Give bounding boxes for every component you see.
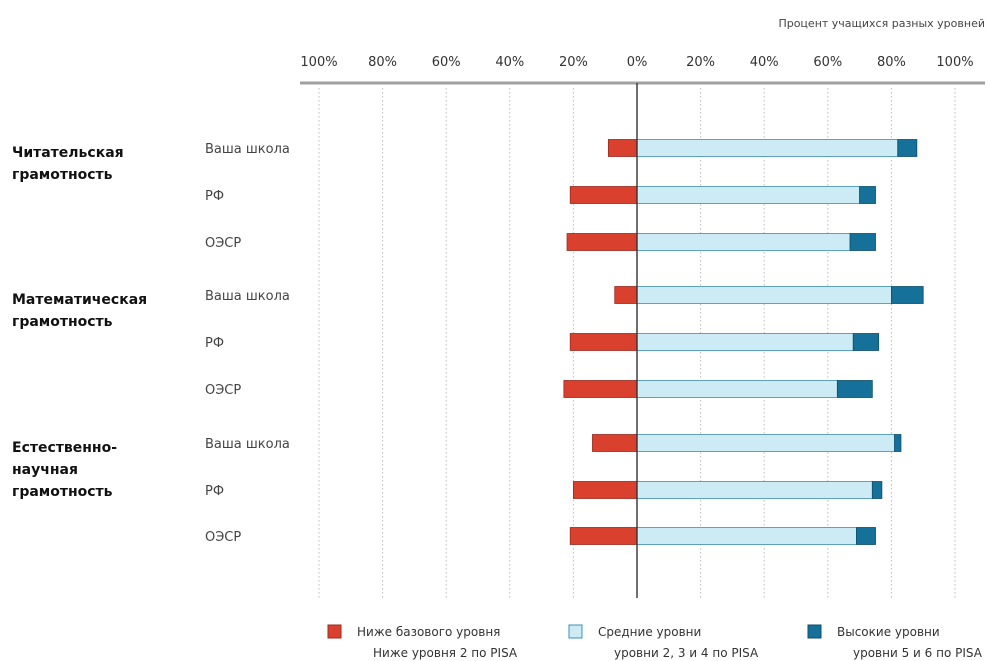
x-tick-label: 0% xyxy=(627,55,648,70)
bar-below xyxy=(607,139,638,157)
row-label: ОЭСР xyxy=(205,530,241,545)
bar-layer xyxy=(563,139,924,545)
bar-high xyxy=(836,380,873,398)
bar-below xyxy=(566,233,638,251)
bar-high xyxy=(871,481,883,499)
x-tick-label: 80% xyxy=(368,55,397,70)
legend-sublabel: Ниже уровня 2 по PISA xyxy=(373,646,518,660)
legend-sublabel: уровни 5 и 6 по PISA xyxy=(853,646,983,660)
bar-below xyxy=(569,333,638,351)
bar-middle xyxy=(636,434,895,452)
bar-below xyxy=(569,186,638,204)
legend-swatch xyxy=(568,624,583,639)
bar-high xyxy=(849,233,876,251)
legend: Ниже базового уровня Ниже уровня 2 по PIS… xyxy=(327,624,983,660)
x-tick-label: 40% xyxy=(750,55,779,70)
x-tick-label: 40% xyxy=(495,55,524,70)
group-label: научная xyxy=(12,462,78,478)
bar-middle xyxy=(636,286,892,304)
x-tick-labels: 100% 80% 60% 40% 20% 0% 20% 40% 60% 80% 100% xyxy=(300,55,973,70)
x-tick-label: 20% xyxy=(559,55,588,70)
bar-middle xyxy=(636,380,838,398)
legend-label: Ниже базового уровня xyxy=(357,625,500,639)
chart-title: Процент учащихся разных уровней xyxy=(778,17,985,30)
group-label: Математическая xyxy=(12,292,147,308)
legend-label: Средние уровни xyxy=(598,625,701,639)
row-label: РФ xyxy=(205,336,224,351)
legend-sublabel: уровни 2, 3 и 4 по PISA xyxy=(614,646,759,660)
row-label: ОЭСР xyxy=(205,236,241,251)
bar-below xyxy=(569,527,638,545)
x-tick-label: 100% xyxy=(300,55,337,70)
group-label: грамотность xyxy=(12,314,113,330)
bar-below xyxy=(563,380,638,398)
group-label: Читательская xyxy=(12,145,124,161)
bar-middle xyxy=(636,139,899,157)
bar-below xyxy=(592,434,638,452)
bar-middle xyxy=(636,527,857,545)
legend-swatch xyxy=(327,624,342,639)
bar-high xyxy=(856,527,876,545)
bar-below xyxy=(614,286,638,304)
x-tick-label: 80% xyxy=(877,55,906,70)
bar-middle xyxy=(636,233,851,251)
row-label: РФ xyxy=(205,484,224,499)
group-label: Естественно- xyxy=(12,440,117,456)
bar-high xyxy=(852,333,880,351)
bar-high xyxy=(897,139,918,157)
legend-swatch xyxy=(807,624,822,639)
bar-middle xyxy=(636,186,861,204)
bar-high xyxy=(894,434,902,452)
bar-high xyxy=(891,286,924,304)
row-labels: Читательская грамотность Ваша школа РФ ОЭСР М… xyxy=(12,142,290,545)
group-label: грамотность xyxy=(12,167,113,183)
legend-label: Высокие уровни xyxy=(837,625,940,639)
x-tick-label: 60% xyxy=(813,55,842,70)
row-label: Ваша школа xyxy=(205,142,290,157)
bar-middle xyxy=(636,481,873,499)
x-tick-label: 20% xyxy=(686,55,715,70)
row-label: Ваша школа xyxy=(205,289,290,304)
bar-below xyxy=(573,481,638,499)
bar-middle xyxy=(636,333,854,351)
x-tick-label: 100% xyxy=(936,55,973,70)
grid-layer xyxy=(318,88,956,598)
row-label: РФ xyxy=(205,189,224,204)
group-label: грамотность xyxy=(12,484,113,500)
row-label: ОЭСР xyxy=(205,383,241,398)
row-label: Ваша школа xyxy=(205,437,290,452)
bar-high xyxy=(859,186,876,204)
x-tick-label: 60% xyxy=(432,55,461,70)
